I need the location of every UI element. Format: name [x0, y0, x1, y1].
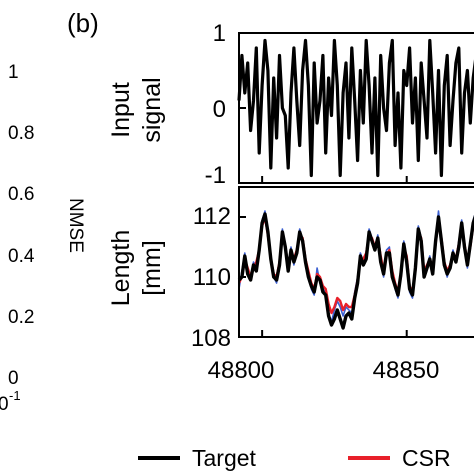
length-ytick-108: 108: [191, 325, 231, 352]
input-signal-frame: [238, 32, 474, 184]
legend-label-target: Target: [192, 445, 257, 471]
nmse-tick-0.4: 0.4: [8, 246, 35, 267]
panel-label: (b): [67, 8, 99, 38]
input-signal-plot: [237, 32, 474, 184]
input-ytick-1: 1: [213, 20, 226, 47]
nmse-tick-0.2: 0.2: [8, 307, 34, 328]
top-plot-series-0: [237, 38, 474, 178]
input-ylabel-line2: signal: [138, 77, 166, 142]
length-ytick-112: 112: [193, 203, 231, 230]
nmse-x-tick-exponent: -1: [9, 388, 21, 403]
length-xtick-48800: 48800: [208, 357, 275, 384]
length-plot: [237, 210, 474, 338]
input-signal-panel: Input signal 1 0 -1: [107, 20, 474, 189]
length-xtick-48850: 48850: [373, 357, 440, 384]
length-ylabel-line2: [mm]: [138, 240, 166, 296]
nmse-tick-1: 1: [8, 62, 19, 83]
bottom-plot-series-2: [237, 212, 474, 330]
nmse-tick-0.6: 0.6: [8, 184, 34, 205]
length-frame: [238, 186, 474, 338]
input-ytick-0: 0: [213, 96, 226, 123]
legend-label-csr: CSR: [402, 445, 451, 471]
length-ytick-110: 110: [193, 264, 231, 291]
input-ytick-neg1: -1: [205, 162, 226, 189]
nmse-tick-0.8: 0.8: [8, 123, 34, 144]
length-ylabel-line1: Length: [107, 230, 135, 306]
nmse-tick-0: 0: [8, 368, 19, 389]
nmse-label: NMSE: [65, 198, 86, 253]
nmse-x-tick-base: 0: [0, 394, 9, 415]
legend: Target CSR: [138, 445, 451, 471]
input-ylabel-line1: Input: [107, 82, 135, 138]
length-panel: Length [mm] 112 110 108 48800 48850: [107, 186, 474, 384]
nmse-axis: 1 0.8 0.6 0.4 0.2 0 NMSE 0 -1: [0, 62, 86, 415]
